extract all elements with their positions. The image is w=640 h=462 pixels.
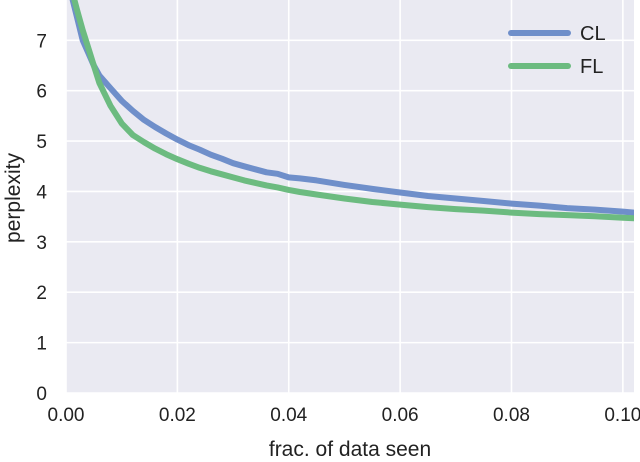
y-tick-label: 7 — [36, 31, 47, 52]
series-line-cl — [69, 0, 634, 216]
series-line-fl — [71, 0, 634, 222]
x-axis-ticks: 0.00 0.02 0.04 0.06 0.08 0.10 — [48, 405, 640, 426]
legend-label-cl: CL — [580, 23, 606, 45]
y-tick-label: 3 — [36, 233, 47, 254]
x-tick-label: 0.02 — [159, 405, 196, 426]
x-tick-label: 0.10 — [604, 405, 640, 426]
legend: CL FL — [508, 23, 606, 78]
x-tick-label: 0.04 — [270, 405, 307, 426]
y-tick-label: 1 — [36, 334, 47, 355]
x-tick-label: 0.08 — [493, 405, 530, 426]
x-tick-label: 0.00 — [48, 405, 85, 426]
series-lines — [69, 0, 634, 222]
y-axis-ticks: 0 1 2 3 4 5 6 7 — [36, 31, 47, 405]
x-axis-title: frac. of data seen — [269, 438, 431, 461]
y-tick-label: 6 — [36, 82, 47, 103]
y-tick-label: 4 — [36, 182, 47, 203]
y-tick-label: 5 — [36, 132, 47, 153]
grid — [65, 0, 634, 394]
legend-label-fl: FL — [580, 56, 603, 78]
y-axis-title: perplexity — [2, 153, 25, 243]
y-tick-label: 2 — [36, 283, 47, 304]
y-tick-label: 0 — [36, 384, 47, 405]
x-tick-label: 0.06 — [382, 405, 419, 426]
